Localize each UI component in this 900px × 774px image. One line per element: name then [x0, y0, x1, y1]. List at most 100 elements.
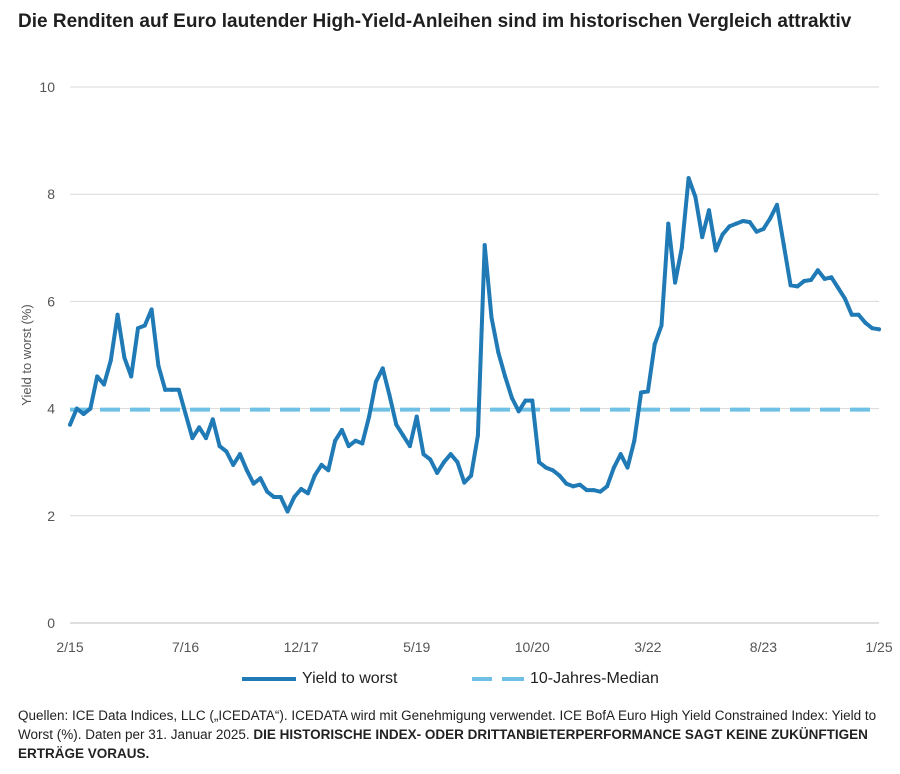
yield-point — [557, 473, 562, 478]
yield-point — [88, 406, 93, 411]
yield-point — [747, 220, 752, 225]
yield-point — [394, 422, 399, 427]
yield-point — [244, 468, 249, 473]
yield-point — [74, 406, 79, 411]
x-tick-label: 1/25 — [865, 639, 892, 655]
yield-point — [265, 489, 270, 494]
yield-point — [754, 229, 759, 234]
yield-point — [108, 358, 113, 363]
yield-point — [346, 444, 351, 449]
yield-point — [312, 473, 317, 478]
yield-point — [319, 462, 324, 467]
yield-point — [217, 444, 222, 449]
yield-point — [666, 221, 671, 226]
yield-point — [421, 452, 426, 457]
yield-point — [203, 436, 208, 441]
yield-point — [571, 484, 576, 489]
yield-point — [577, 482, 582, 487]
yield-point — [713, 248, 718, 253]
yield-point — [516, 409, 521, 414]
gridlines — [70, 86, 879, 624]
yield-point — [401, 433, 406, 438]
yield-point — [149, 307, 154, 312]
yield-point — [237, 452, 242, 457]
yield-point — [815, 268, 820, 273]
x-tick-label: 5/19 — [403, 639, 430, 655]
yield-point — [339, 428, 344, 433]
yield-point — [679, 245, 684, 250]
yield-point — [101, 382, 106, 387]
yield-point — [836, 286, 841, 290]
yield-point — [822, 276, 827, 281]
yield-point — [856, 312, 861, 317]
source-footnote: Quellen: ICE Data Indices, LLC („ICEDATA… — [18, 706, 878, 763]
yield-point — [829, 275, 834, 280]
yield-point — [700, 235, 705, 240]
yield-point — [720, 232, 725, 237]
yield-point — [775, 202, 780, 207]
yield-point — [380, 366, 385, 371]
x-tick-labels: 2/15 7/16 12/17 5/19 10/20 3/22 8/23 1/25 — [56, 639, 892, 655]
yield-point — [407, 444, 412, 449]
yield-point — [564, 481, 569, 486]
yield-point — [129, 374, 134, 379]
x-tick-label: 7/16 — [172, 639, 199, 655]
legend-label-median: 10-Jahres-Median — [530, 670, 659, 687]
yield-point — [863, 320, 868, 325]
yield-point — [802, 279, 807, 284]
yield-point — [455, 460, 460, 465]
y-tick-label: 10 — [39, 79, 55, 95]
yield-point — [95, 374, 100, 379]
yield-point — [285, 509, 290, 514]
yield-point — [639, 390, 644, 395]
chart-title: Die Renditen auf Euro lautender High-Yie… — [18, 11, 852, 32]
yield-point — [353, 438, 358, 443]
yield-point — [448, 452, 453, 457]
yield-point — [135, 326, 140, 331]
yield-point — [292, 495, 297, 500]
yield-point — [251, 481, 256, 486]
yield-point — [231, 462, 236, 467]
yield-point — [673, 280, 678, 285]
yield-line — [68, 176, 881, 514]
yield-point — [68, 422, 72, 427]
yield-point — [693, 194, 698, 199]
yield-point — [652, 342, 657, 347]
yield-point — [115, 312, 120, 317]
yield-point — [707, 208, 712, 213]
x-tick-label: 8/23 — [750, 639, 777, 655]
yield-point — [326, 468, 331, 473]
yield-point — [598, 489, 603, 494]
yield-point — [523, 398, 528, 403]
x-tick-label: 2/15 — [56, 639, 83, 655]
yield-point — [333, 438, 338, 443]
yield-series — [68, 176, 881, 514]
legend-swatch-solid — [242, 677, 296, 681]
yield-point — [367, 414, 372, 419]
yield-point — [197, 425, 202, 430]
yield-point — [462, 480, 467, 485]
yield-point — [870, 326, 875, 331]
yield-point — [537, 460, 542, 465]
yield-point — [122, 355, 127, 360]
yield-point — [605, 484, 610, 489]
yield-point — [373, 379, 378, 384]
yield-point — [877, 327, 881, 332]
x-tick-label: 10/20 — [515, 639, 550, 655]
yield-point — [169, 387, 174, 392]
yield-point — [543, 465, 548, 470]
legend-item-yield: Yield to worst — [242, 667, 397, 691]
yield-point — [299, 487, 304, 491]
yield-point — [176, 387, 181, 392]
yield-point — [768, 216, 773, 221]
yield-point — [645, 389, 650, 394]
yield-point — [163, 387, 168, 392]
yield-point — [435, 470, 440, 475]
line-chart: 0 2 4 6 8 10 2/15 7/16 12/17 5/19 10/20 3/22 8/23 1/… — [19, 79, 893, 655]
footnote-text: Quellen: ICE Data Indices, LLC („ICEDATA… — [18, 708, 877, 742]
yield-point — [496, 350, 501, 355]
yield-point — [849, 312, 854, 317]
legend-item-median: 10-Jahres-Median — [472, 667, 659, 691]
yield-point — [278, 495, 283, 500]
y-tick-label: 2 — [47, 508, 55, 524]
